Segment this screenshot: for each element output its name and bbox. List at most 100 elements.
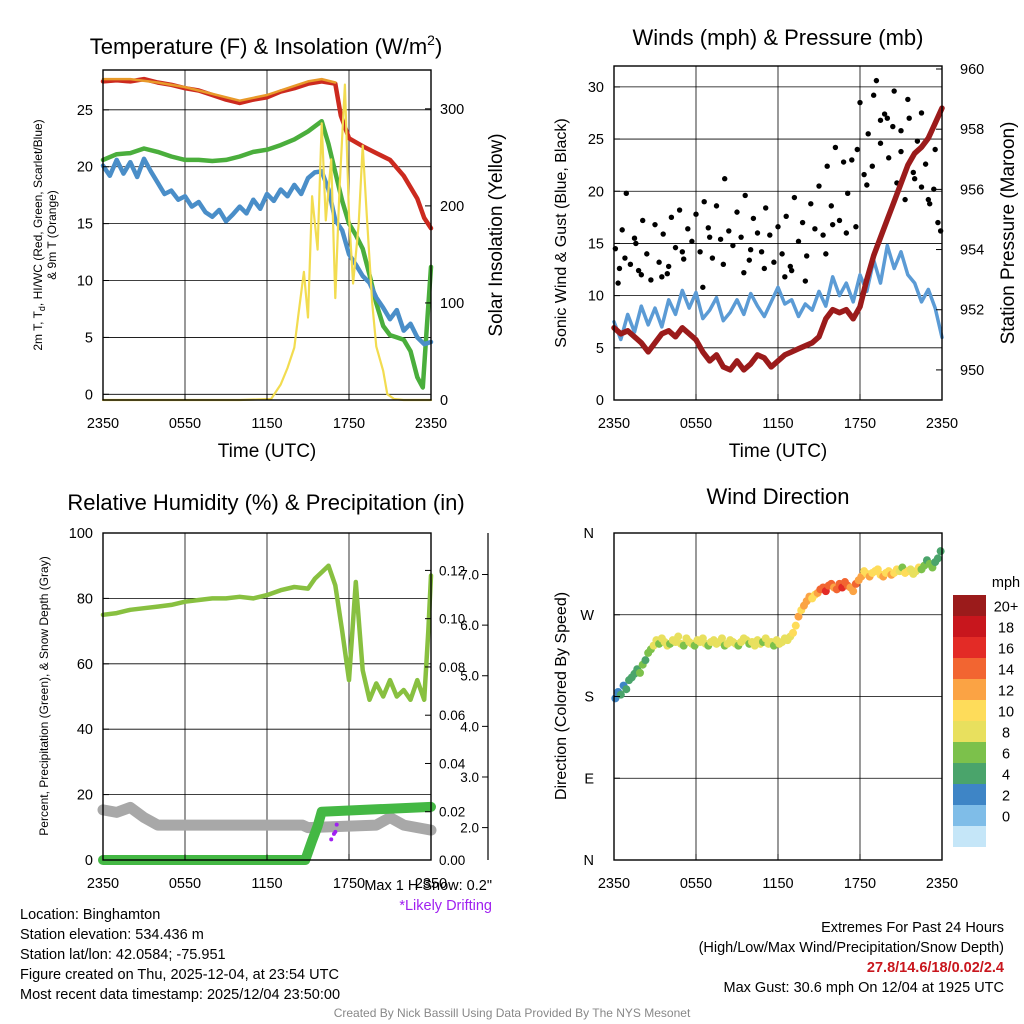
x-tick-label: 1750	[333, 876, 365, 892]
gust-point	[905, 96, 911, 103]
gust-point	[823, 251, 829, 257]
colorbar-label: 8	[1002, 726, 1010, 742]
humidity-title: Relative Humidity (%) & Precipitation (i…	[67, 490, 464, 515]
gust-point	[761, 265, 768, 272]
direction-point	[791, 621, 800, 630]
gust-point	[816, 183, 822, 189]
gust-point	[638, 272, 645, 278]
y2-tick-label: 100	[440, 296, 464, 312]
y-tick-label: 20	[77, 160, 93, 176]
gust-point	[836, 217, 843, 224]
y2-tick-label: 0.06	[439, 708, 465, 723]
gust-point	[779, 251, 785, 257]
x-tick-label: 1150	[251, 876, 282, 892]
max-gust-text: Max Gust: 30.6 mph On 12/04 at 1925 UTC	[723, 980, 1004, 996]
x-tick-label: 1750	[844, 876, 876, 892]
gust-point	[660, 231, 666, 237]
gust-point	[771, 259, 777, 265]
gust-point	[746, 257, 752, 263]
humidity-panel: Relative Humidity (%) & Precipitation (i…	[37, 490, 489, 892]
colorbar-label: 14	[998, 663, 1014, 679]
gust-point	[802, 278, 809, 284]
winds-y-ticks: 0 5 10 15 20 25 30	[588, 80, 620, 409]
elevation-text: Station elevation: 534.436 m	[20, 927, 204, 943]
colorbar-swatch	[953, 826, 986, 847]
colorbar-swatch	[953, 658, 986, 679]
y-tick-label: 0	[596, 393, 604, 409]
gust-point	[918, 110, 925, 116]
y3-tick-label: 5.0	[460, 669, 479, 684]
gust-point	[742, 192, 748, 199]
winds-panel: Winds (mph) & Pressure (mb) 0 5 10 15 20 25 30…	[553, 25, 1019, 462]
temperature-y-axis-label: 2m T, Td, HI/WC (Red, Green, Scarlet/Blu…	[31, 119, 47, 350]
gust-point	[665, 263, 672, 270]
extremes-subtitle: (High/Low/Max Wind/Precipitation/Snow De…	[698, 940, 1004, 956]
gust-point	[679, 249, 686, 255]
x-tick-label: 2350	[415, 876, 447, 892]
y-tick-label: S	[584, 690, 594, 706]
y-tick-label: 15	[588, 236, 604, 252]
snow-depth-line	[97, 801, 437, 836]
y2-tick-label: 200	[440, 199, 464, 215]
recent-data-text: Most recent data timestamp: 2025/12/04 2…	[20, 987, 341, 1003]
temperature-x-axis-label: Time (UTC)	[218, 441, 317, 462]
direction-y-ticks: N E S W N	[580, 526, 620, 869]
gust-point	[870, 92, 877, 98]
pressure-y-ticks: 950 952 954 956 958 960	[936, 62, 984, 379]
x-tick-label: 2350	[87, 876, 119, 892]
x-tick-label: 2350	[415, 416, 447, 432]
gust-point	[758, 249, 765, 255]
gust-point	[881, 111, 888, 117]
x-tick-label: 0550	[169, 876, 201, 892]
y-tick-label: N	[584, 853, 594, 869]
colorbar-label: 0	[1002, 810, 1010, 826]
speed-colorbar: mph 20+ 18 16 14 12 10 8 6 4 2 0	[953, 575, 1020, 847]
y2-tick-label: 300	[440, 102, 464, 118]
gust-point	[865, 131, 871, 137]
direction-plot-area	[611, 533, 945, 860]
gust-point	[829, 221, 836, 228]
gust-point	[652, 221, 658, 228]
y-tick-label: 10	[588, 289, 604, 305]
direction-point	[789, 628, 798, 637]
drifting-note: *Likely Drifting	[399, 898, 492, 914]
colorbar-label: 2	[1002, 789, 1010, 805]
temperature-x-ticks: 2350 0550 1150 1750 2350	[87, 394, 447, 432]
colorbar-label: 10	[998, 705, 1014, 721]
colorbar-swatch	[953, 763, 986, 784]
gust-point	[709, 255, 716, 261]
gust-point	[633, 240, 639, 247]
direction-point	[936, 547, 945, 556]
gust-point	[877, 117, 884, 123]
gust-point	[726, 228, 732, 234]
gust-point	[720, 261, 727, 268]
x-tick-label: 1150	[762, 416, 793, 432]
y-tick-label: 25	[588, 132, 604, 148]
sonic-wind-line	[612, 243, 944, 342]
direction-point	[674, 632, 683, 641]
gust-point	[843, 230, 850, 236]
gust-point	[738, 234, 744, 240]
gust-point	[927, 201, 933, 207]
insolation-y-ticks: 0 100 200 300	[425, 102, 464, 409]
gust-point	[689, 238, 695, 245]
y-tick-label: 25	[77, 103, 93, 119]
gust-point	[808, 201, 814, 207]
x-tick-label: 0550	[169, 416, 201, 432]
insolation-y-axis-label: Solar Insolation (Yellow)	[486, 133, 507, 336]
y-tick-label: W	[580, 608, 594, 624]
colorbar-swatch	[953, 616, 986, 637]
y-tick-label: 0	[85, 387, 93, 403]
gust-point	[685, 226, 691, 232]
gust-point	[898, 148, 904, 155]
x-tick-label: 1750	[333, 416, 365, 432]
drifting-point	[333, 829, 338, 834]
humidity-y-ticks: 0 20 40 60 80 100	[69, 526, 109, 869]
direction-point	[641, 656, 650, 665]
gust-point	[787, 263, 793, 270]
winds-y-axis-label: Sonic Wind & Gust (Blue, Black)	[553, 118, 570, 347]
gust-point	[705, 225, 711, 231]
colorbar-label: 16	[998, 642, 1014, 658]
gust-point	[615, 280, 621, 286]
gust-point	[648, 277, 654, 283]
